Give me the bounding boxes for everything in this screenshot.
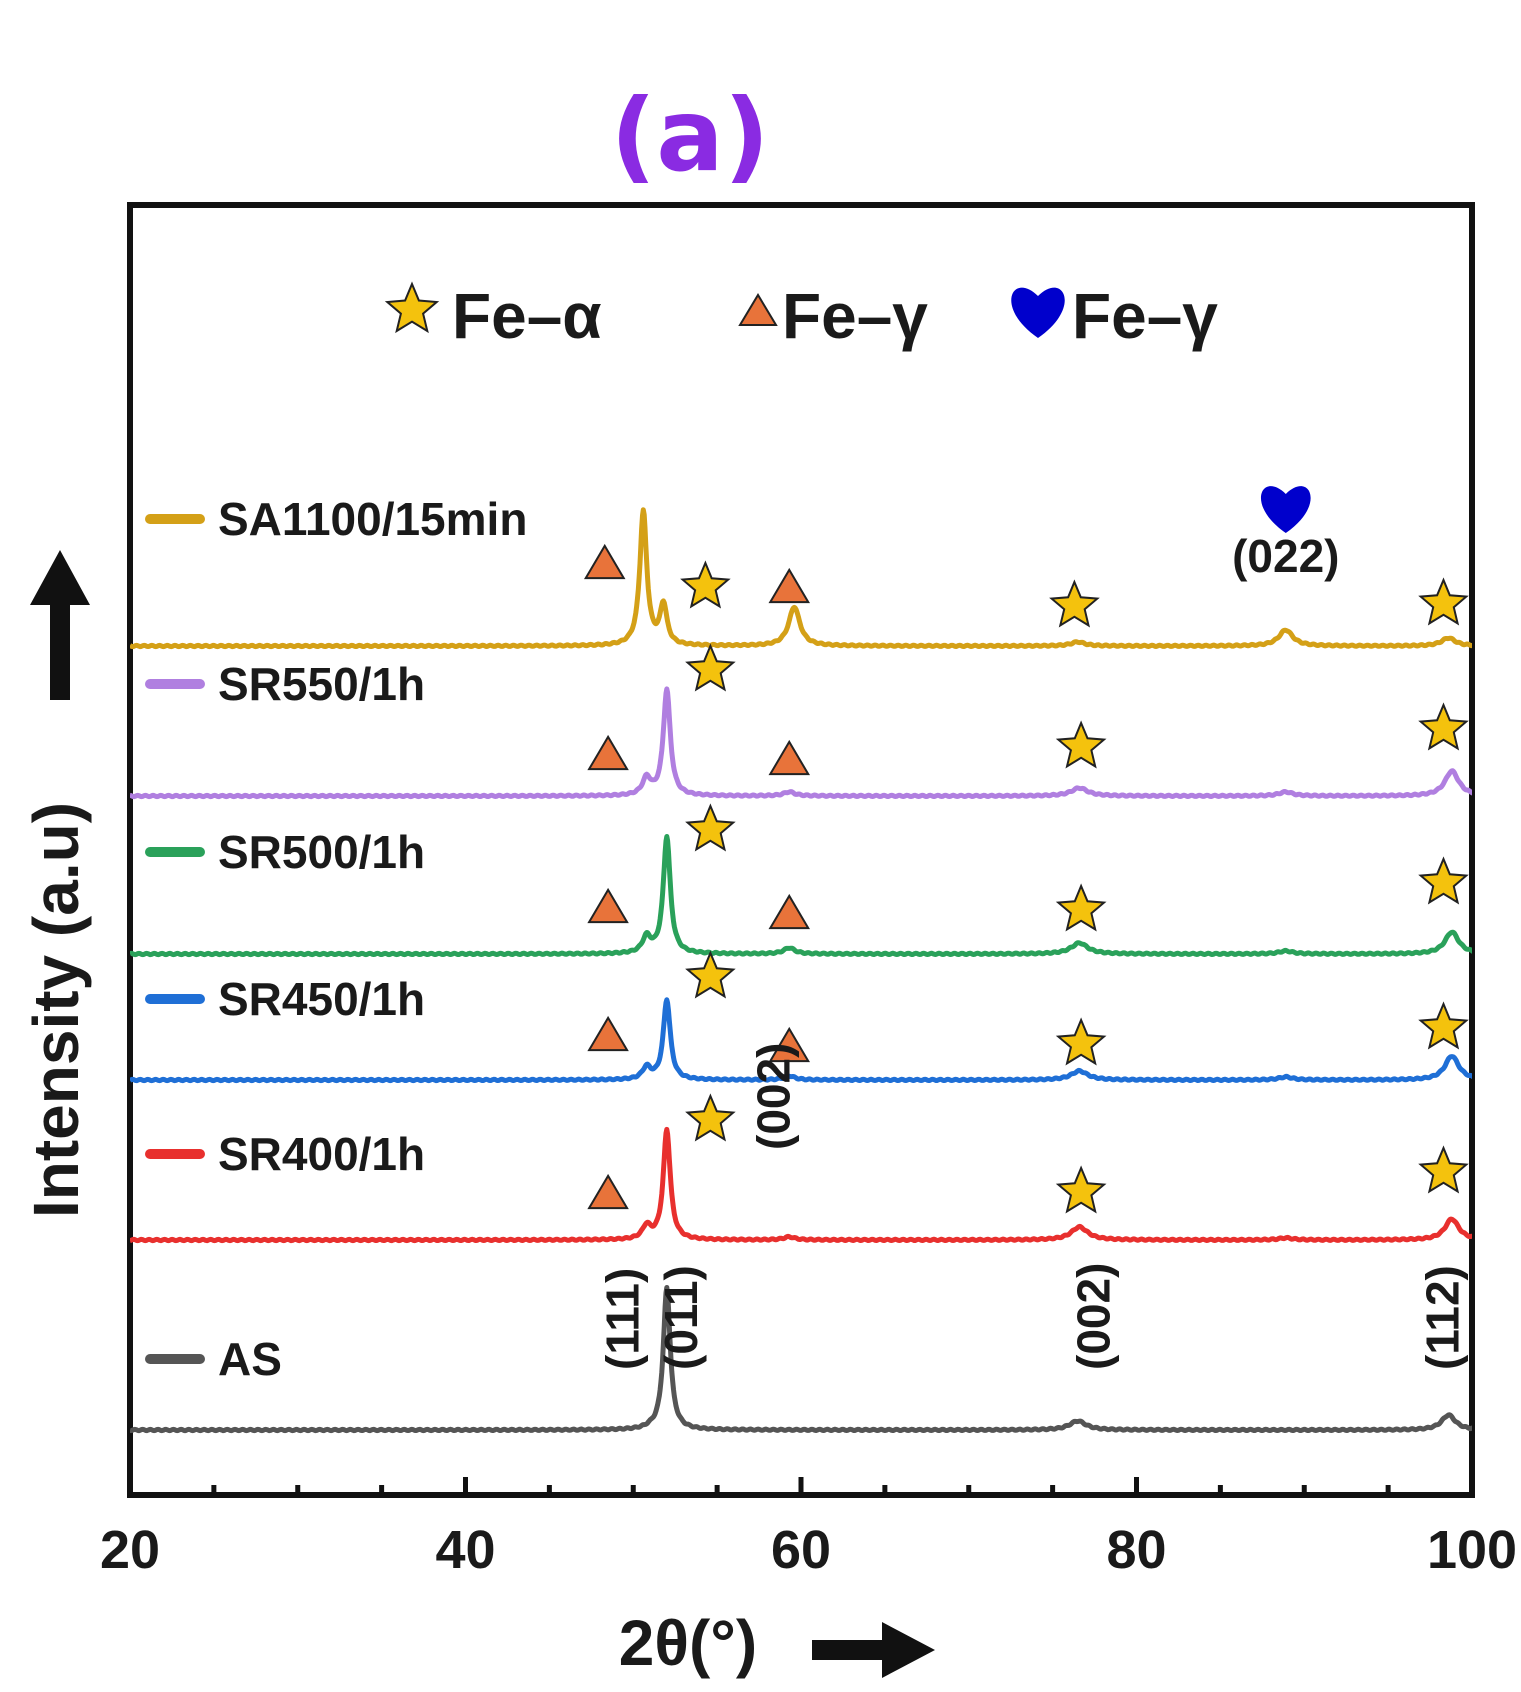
series-label-0: AS [218, 1333, 282, 1385]
fe-alpha-star-icon [1055, 1165, 1107, 1214]
legend-triangle-icon [738, 293, 778, 326]
fe-gamma-triangle-icon [768, 1026, 811, 1063]
fe-alpha-star-icon [1418, 1001, 1469, 1050]
fe-gamma-triangle-icon [768, 739, 811, 776]
x-tick-label: 60 [771, 1520, 831, 1580]
fe-alpha-star-icon [685, 803, 736, 852]
series-traces [130, 507, 1472, 1434]
series-line-2 [130, 997, 1472, 1084]
series-line-1 [130, 1126, 1472, 1244]
x-tick-label: 80 [1106, 1520, 1166, 1580]
hkl-annotation: (011) [655, 1265, 707, 1370]
fe-gamma-triangle-icon [587, 1173, 629, 1210]
fe-alpha-star-icon [1418, 856, 1469, 905]
fe-alpha-star-icon [680, 560, 731, 609]
panel-label: (a) [611, 77, 770, 194]
series-label-5: SA1100/15min [218, 493, 527, 545]
series-label-4: SR550/1h [218, 658, 425, 710]
y-axis-title: Intensity (a.u) [20, 802, 92, 1218]
x-axis-title: 2θ(°) [619, 1607, 757, 1679]
fe-alpha-star-icon [685, 643, 736, 692]
hkl-annotations: (111) (011) (002) (112) (002) (022) [596, 530, 1468, 1370]
hkl-annotation: (002) [747, 1043, 799, 1150]
x-tick-label: 100 [1427, 1520, 1517, 1580]
hkl-annotation: (111) [596, 1268, 648, 1370]
hkl-annotation: (112) [1417, 1265, 1469, 1370]
fe-gamma-triangle-icon [587, 1015, 629, 1052]
x-tick-label: 40 [435, 1520, 495, 1580]
fe-gamma-triangle-icon [768, 567, 811, 604]
legend: Fe–α Fe–γ Fe–γ [384, 280, 1218, 352]
series-label-2: SR450/1h [218, 973, 425, 1025]
fe-alpha-star-icon [1418, 1145, 1469, 1194]
legend-entry-fe-gamma-1: Fe–γ [782, 280, 928, 352]
series-line-3 [130, 834, 1472, 958]
series-labels: AS SR400/1h SR450/1h SR500/1h SR550/1h SA1100… [145, 493, 527, 1385]
series-label-3: SR500/1h [218, 826, 425, 878]
fe-gamma-triangle-icon [587, 734, 629, 771]
x-axis-ticks: 20 40 60 80 100 [100, 1477, 1517, 1580]
fe-gamma-triangle-icon [587, 887, 629, 924]
series-line-0 [130, 1285, 1472, 1434]
x-axis-arrow-icon [812, 1622, 935, 1678]
fe-alpha-star-icon [1049, 579, 1100, 628]
legend-heart-icon [1011, 287, 1065, 338]
fe-alpha-star-icon [685, 950, 736, 999]
fe-alpha-star-icon [685, 1093, 736, 1142]
fe-gamma-triangle-icon [583, 543, 626, 580]
legend-entry-fe-gamma-2: Fe–γ [1072, 280, 1218, 352]
series-line-4 [130, 686, 1472, 800]
fe-gamma-heart-icon [1260, 486, 1311, 533]
legend-star-icon [384, 281, 440, 334]
fe-alpha-star-icon [1055, 883, 1107, 932]
x-tick-label: 20 [100, 1520, 160, 1580]
fe-alpha-star-icon [1055, 720, 1107, 769]
y-axis-arrow-icon [30, 550, 90, 700]
hkl-annotation: (002) [1068, 1263, 1120, 1370]
fe-alpha-star-icon [1418, 702, 1469, 751]
series-label-1: SR400/1h [218, 1128, 425, 1180]
fe-alpha-star-icon [1418, 577, 1469, 626]
fe-alpha-star-icon [1055, 1017, 1107, 1066]
legend-entry-fe-alpha: Fe–α [452, 280, 602, 352]
series-line-5 [130, 507, 1472, 650]
phase-markers [583, 486, 1469, 1214]
hkl-annotation: (022) [1232, 530, 1339, 582]
fe-gamma-triangle-icon [768, 893, 811, 930]
